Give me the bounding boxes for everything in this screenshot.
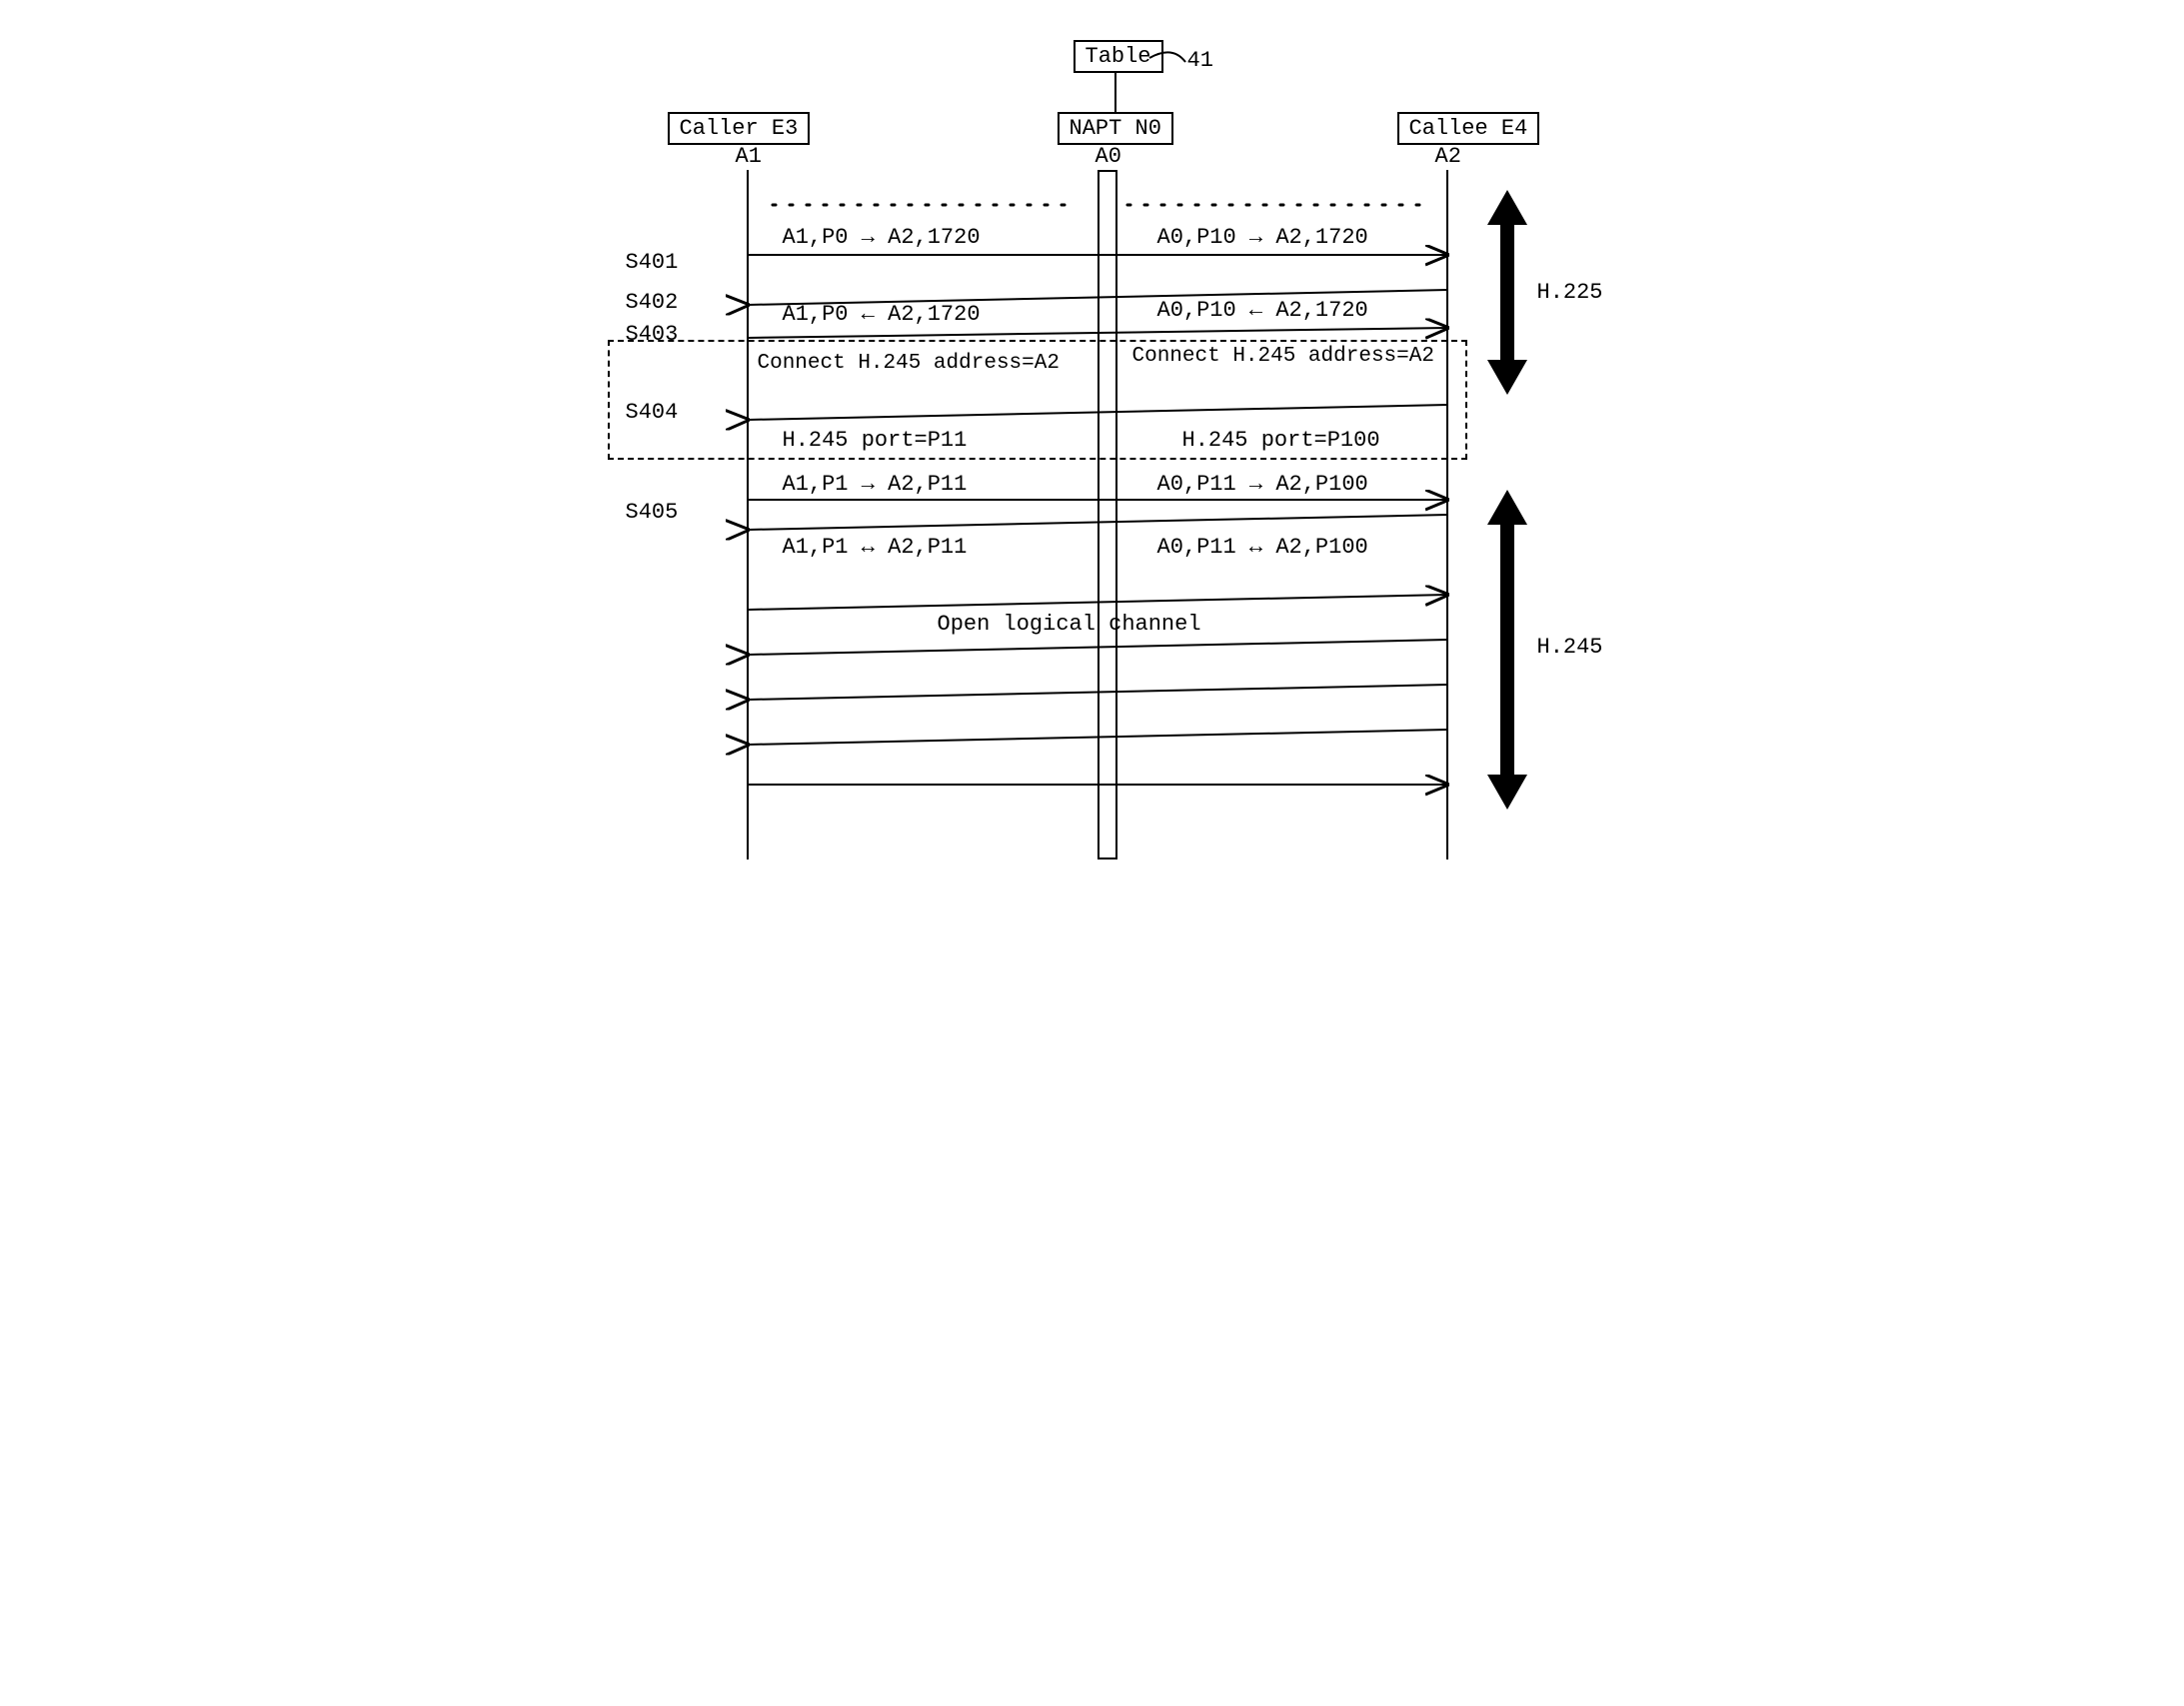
arrow-s405b [748, 515, 1447, 530]
sequence-diagram: Table 41 NAPT N0 Caller E3 Callee E4 A1 … [568, 40, 1617, 859]
phase-arrow-h245 [1487, 490, 1527, 810]
phase-arrow-h225 [1487, 190, 1527, 395]
arrow-olc-3 [748, 730, 1447, 745]
arrow-s405c [748, 595, 1447, 610]
arrow-olc-2 [748, 685, 1447, 700]
table-ref-curve [1149, 52, 1185, 62]
arrow-olc-1 [748, 640, 1447, 655]
arrow-s402 [748, 290, 1447, 305]
arrow-s403 [748, 328, 1447, 338]
arrow-s404 [748, 405, 1447, 420]
arrows-svg [568, 40, 1617, 859]
